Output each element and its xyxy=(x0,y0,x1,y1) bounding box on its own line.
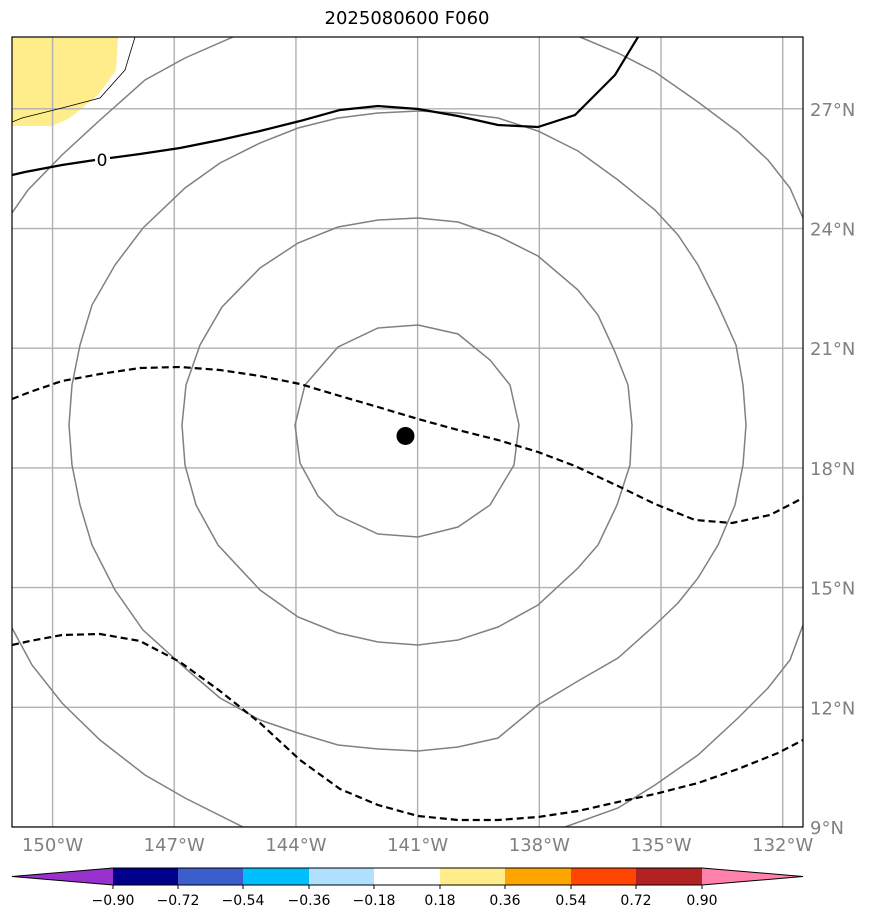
negative-contour-south xyxy=(12,632,803,822)
latitude-label: 27°N xyxy=(810,100,855,121)
colorbar-bin xyxy=(178,868,243,885)
latitude-tick-labels: 9°N 12°N 15°N 18°N 21°N 24°N 27°N xyxy=(810,100,855,839)
colorbar-bin xyxy=(243,868,309,885)
colorbar-tick-label: 0.54 xyxy=(555,893,586,909)
colorbar-bin xyxy=(309,868,374,885)
colorbar-bin xyxy=(505,868,571,885)
latitude-label: 9°N xyxy=(810,818,844,839)
colorbar-tick-label: 0.90 xyxy=(686,893,717,909)
colorbar-tick-label: −0.72 xyxy=(157,893,200,909)
colorbar-tick-label: 0.18 xyxy=(424,893,455,909)
colorbar-tick-label: −0.54 xyxy=(222,893,265,909)
colorbar-tick-label: −0.90 xyxy=(92,893,135,909)
coastline xyxy=(12,37,136,123)
colorbar-bin xyxy=(571,868,636,885)
pressure-contours xyxy=(12,37,803,827)
longitude-label: 144°W xyxy=(265,835,326,856)
longitude-label: 132°W xyxy=(752,835,813,856)
colorbar-bin xyxy=(440,868,505,885)
colorbar-tick-label: 0.72 xyxy=(620,893,651,909)
contour-ring-3 xyxy=(68,110,747,752)
positive-anomaly-fill xyxy=(12,37,118,126)
longitude-tick-labels: 150°W 147°W 144°W 141°W 138°W 135°W 132°W xyxy=(22,835,814,856)
longitude-label: 147°W xyxy=(144,835,205,856)
storm-center-marker xyxy=(396,426,415,445)
colorbar-tick-label: 0.36 xyxy=(489,893,520,909)
contour-ring-4-nw xyxy=(12,37,234,214)
latitude-label: 24°N xyxy=(810,220,855,241)
longitude-label: 150°W xyxy=(22,835,83,856)
latitude-label: 18°N xyxy=(810,459,855,480)
longitude-label: 135°W xyxy=(630,835,691,856)
colorbar-tick-label: −0.18 xyxy=(353,893,396,909)
contour-ring-4-se xyxy=(564,624,803,827)
colorbar-bin xyxy=(374,868,440,885)
colorbar-extend-low xyxy=(12,868,113,885)
graticule xyxy=(12,37,803,827)
colorbar: −0.90 −0.72 −0.54 −0.36 −0.18 0.18 0.36 0.54 0.7… xyxy=(11,867,804,909)
latitude-label: 15°N xyxy=(810,579,855,600)
zero-contour-label: 0 xyxy=(97,151,108,171)
longitude-label: 141°W xyxy=(387,835,448,856)
colorbar-bin xyxy=(113,868,178,885)
contour-ring-4-sw xyxy=(12,627,244,827)
zero-contour-west xyxy=(12,158,96,177)
map-title: 2025080600 F060 xyxy=(324,8,490,29)
contour-ring-2 xyxy=(181,217,633,646)
map-frame xyxy=(11,36,804,828)
latitude-label: 12°N xyxy=(810,698,855,719)
longitude-label: 138°W xyxy=(509,835,570,856)
contour-ring-4-ne xyxy=(579,37,803,219)
contour-ring-1 xyxy=(294,324,520,538)
colorbar-bin xyxy=(636,868,702,885)
zero-contour-east xyxy=(109,37,639,160)
latitude-label: 21°N xyxy=(810,339,855,360)
colorbar-extend-high xyxy=(702,868,803,885)
colorbar-tick-label: −0.36 xyxy=(288,893,331,909)
negative-contour-north xyxy=(12,365,803,525)
